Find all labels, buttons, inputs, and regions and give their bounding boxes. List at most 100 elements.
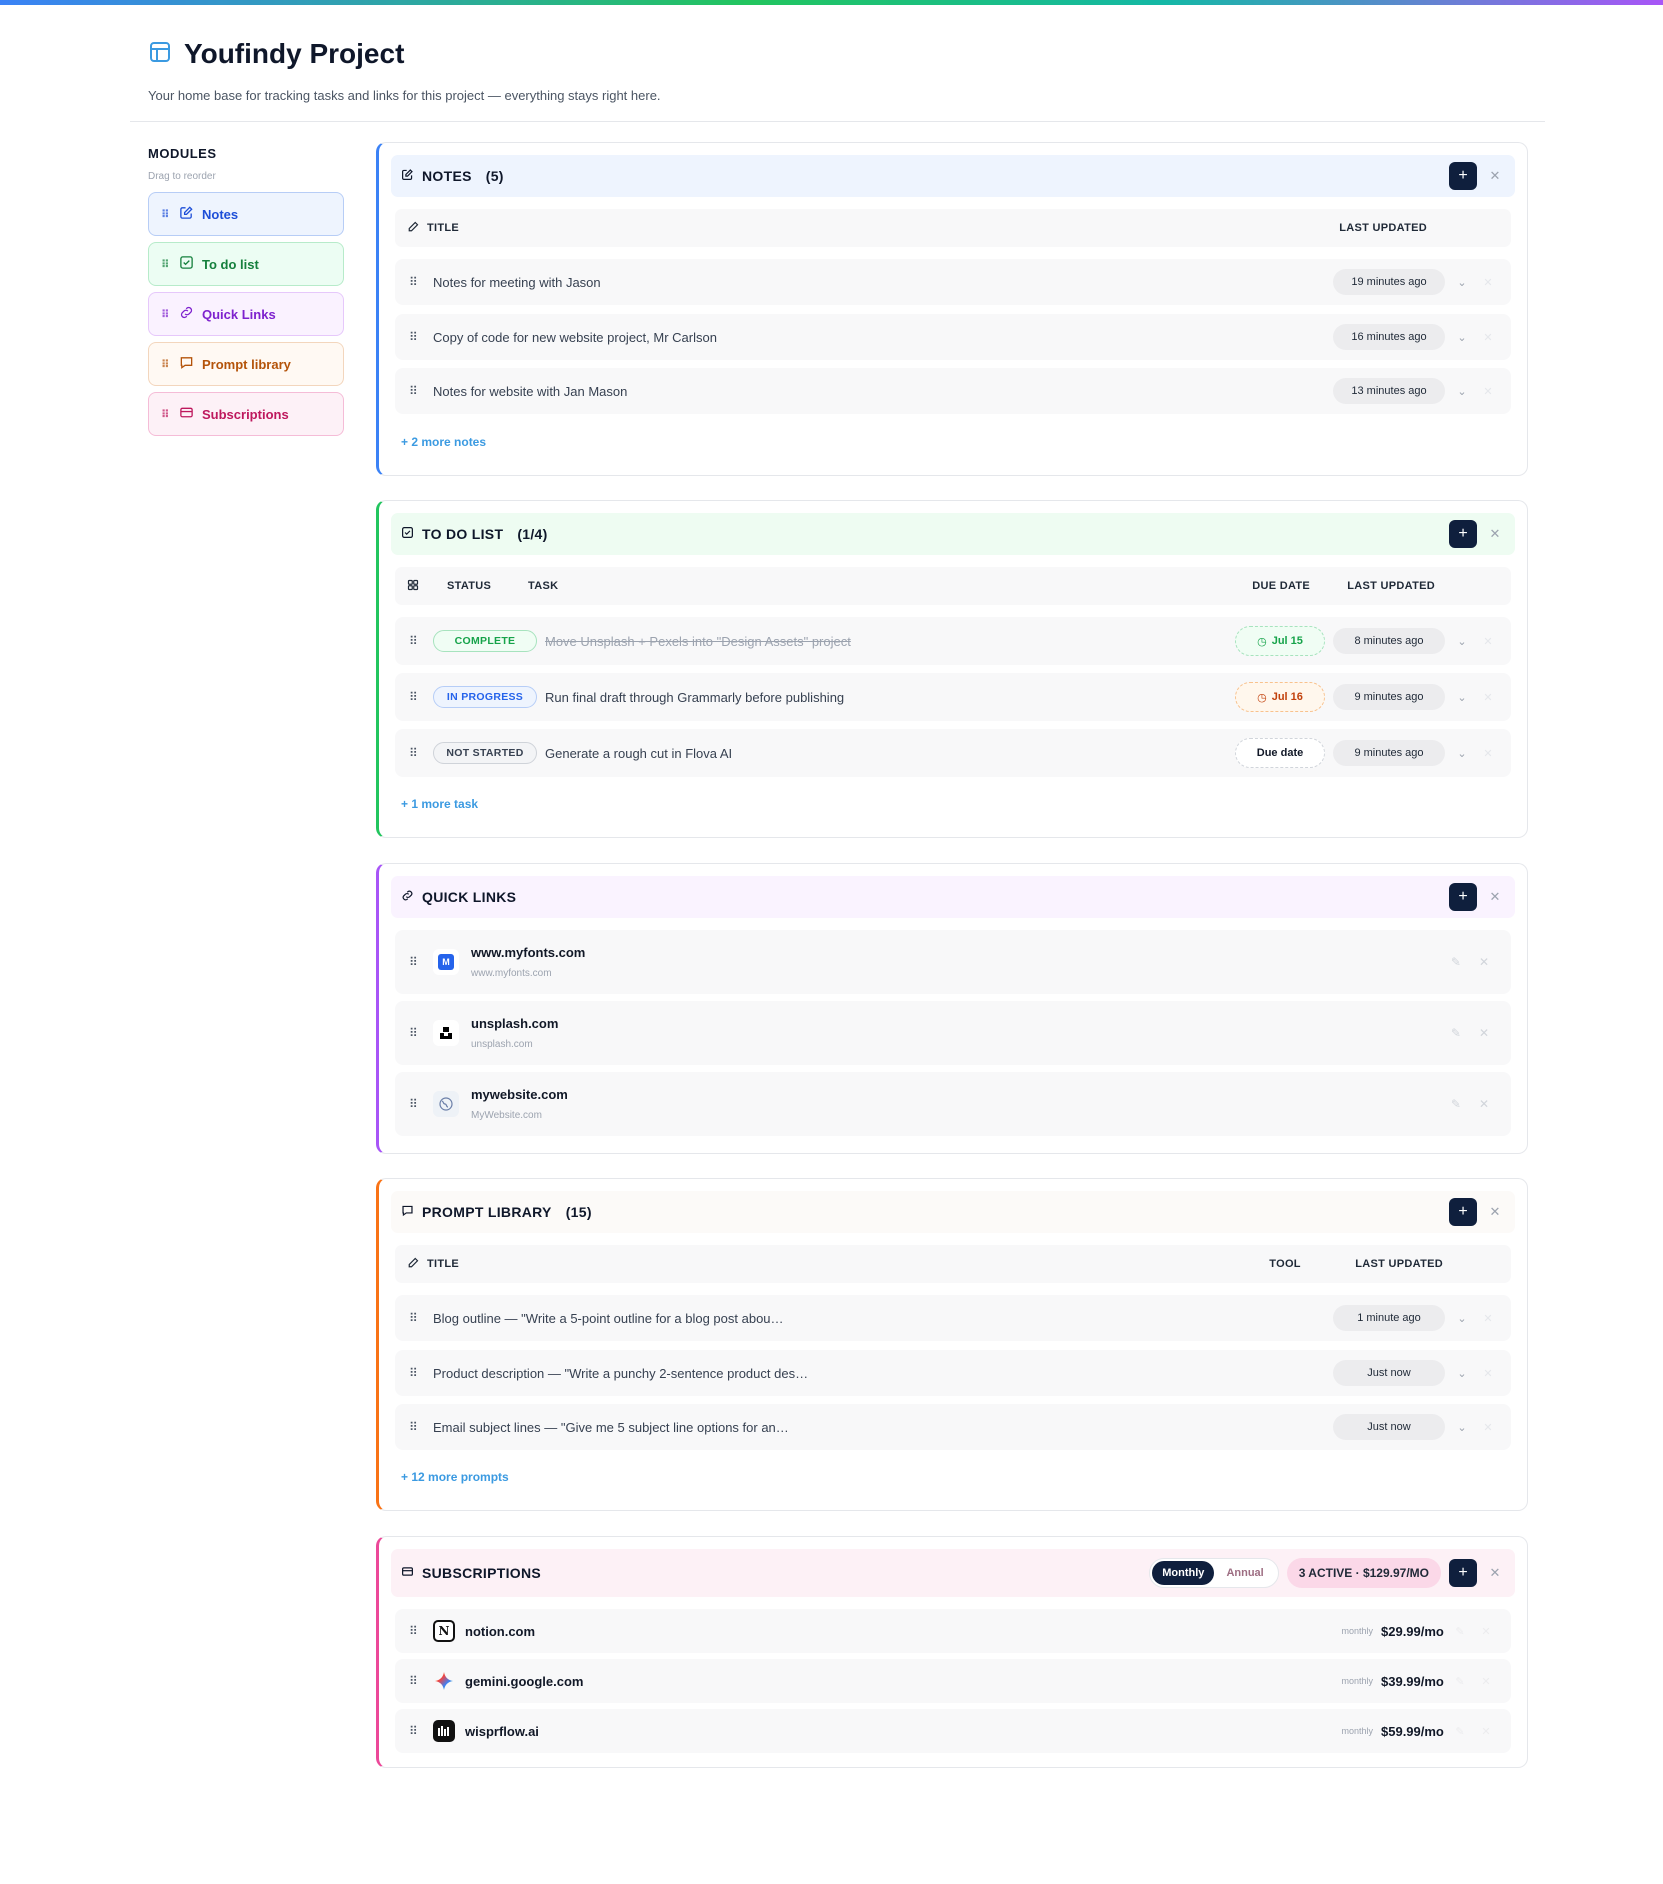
list-item[interactable]: ⠿ N notion.com monthly $29.99/mo ✎ ✕ bbox=[395, 1609, 1511, 1653]
drag-handle-icon[interactable]: ⠿ bbox=[161, 358, 170, 371]
drag-handle-icon[interactable]: ⠿ bbox=[409, 690, 418, 704]
drag-handle-icon[interactable]: ⠿ bbox=[409, 955, 418, 969]
list-item[interactable]: ⠿ unsplash.com unsplash.com ✎ ✕ bbox=[395, 1001, 1511, 1065]
drag-handle-icon[interactable]: ⠿ bbox=[161, 408, 170, 421]
close-subscriptions-button[interactable]: ✕ bbox=[1485, 1563, 1505, 1583]
list-item[interactable]: ⠿ wisprflow.ai monthly $59.99/mo ✎ ✕ bbox=[395, 1709, 1511, 1753]
close-icon[interactable]: ✕ bbox=[1483, 635, 1493, 648]
chevron-down-icon[interactable]: ⌄ bbox=[1457, 1421, 1467, 1434]
drag-handle-icon[interactable]: ⠿ bbox=[161, 308, 170, 321]
table-row[interactable]: ⠿ Notes for website with Jan Mason 13 mi… bbox=[395, 368, 1511, 414]
table-row[interactable]: ⠿ Product description — "Write a punchy … bbox=[395, 1350, 1511, 1396]
drag-handle-icon[interactable]: ⠿ bbox=[409, 1624, 418, 1638]
drag-handle-icon[interactable]: ⠿ bbox=[409, 384, 418, 398]
link-name[interactable]: mywebsite.com bbox=[471, 1087, 568, 1102]
status-badge[interactable]: IN PROGRESS bbox=[433, 686, 537, 708]
list-item[interactable]: ⠿ gemini.google.com monthly $39.99/mo ✎ … bbox=[395, 1659, 1511, 1703]
link-name[interactable]: unsplash.com bbox=[471, 1016, 559, 1031]
status-badge[interactable]: COMPLETE bbox=[433, 630, 537, 652]
close-icon[interactable]: ✕ bbox=[1483, 331, 1493, 344]
sidebar-item-prompt-library[interactable]: ⠿ Prompt library bbox=[148, 342, 344, 386]
table-row[interactable]: ⠿ Email subject lines — "Give me 5 subje… bbox=[395, 1404, 1511, 1450]
sidebar-item-subscriptions[interactable]: ⠿ Subscriptions bbox=[148, 392, 344, 436]
close-icon[interactable]: ✕ bbox=[1483, 1367, 1493, 1380]
drag-handle-icon[interactable]: ⠿ bbox=[409, 1674, 418, 1688]
close-icon[interactable]: ✕ bbox=[1478, 1097, 1489, 1111]
table-row[interactable]: ⠿ Copy of code for new website project, … bbox=[395, 314, 1511, 360]
drag-handle-icon[interactable]: ⠿ bbox=[409, 1420, 418, 1434]
sidebar-item-label: To do list bbox=[202, 256, 259, 272]
add-task-button[interactable]: + bbox=[1449, 520, 1477, 548]
close-icon[interactable]: ✕ bbox=[1478, 955, 1489, 969]
edit-icon[interactable]: ✎ bbox=[1450, 955, 1461, 969]
table-row[interactable]: ⠿ IN PROGRESS Run final draft through Gr… bbox=[395, 673, 1511, 721]
edit-icon[interactable]: ✎ bbox=[1450, 1097, 1461, 1111]
billing-cycle-toggle[interactable]: Monthly Annual bbox=[1149, 1558, 1279, 1588]
close-icon[interactable]: ✕ bbox=[1481, 1725, 1491, 1738]
chevron-down-icon[interactable]: ⌄ bbox=[1457, 331, 1467, 344]
close-links-button[interactable]: ✕ bbox=[1485, 887, 1505, 907]
sidebar-item-label: Subscriptions bbox=[202, 406, 289, 422]
monthly-toggle-option[interactable]: Monthly bbox=[1152, 1561, 1215, 1585]
edit-icon[interactable]: ✎ bbox=[1455, 1675, 1465, 1688]
close-icon[interactable]: ✕ bbox=[1483, 1421, 1493, 1434]
list-item[interactable]: ⠿ M www.myfonts.com www.myfonts.com ✎ ✕ bbox=[395, 930, 1511, 994]
add-subscription-button[interactable]: + bbox=[1449, 1559, 1477, 1587]
close-icon[interactable]: ✕ bbox=[1483, 1312, 1493, 1325]
chevron-down-icon[interactable]: ⌄ bbox=[1457, 1312, 1467, 1325]
drag-handle-icon[interactable]: ⠿ bbox=[161, 258, 170, 271]
status-badge[interactable]: NOT STARTED bbox=[433, 742, 537, 764]
edit-icon[interactable]: ✎ bbox=[1455, 1625, 1465, 1638]
close-icon[interactable]: ✕ bbox=[1483, 385, 1493, 398]
list-item[interactable]: ⠿ mywebsite.com MyWebsite.com ✎ ✕ bbox=[395, 1072, 1511, 1136]
annual-toggle-option[interactable]: Annual bbox=[1226, 1567, 1264, 1579]
add-prompt-button[interactable]: + bbox=[1449, 1198, 1477, 1226]
drag-handle-icon[interactable]: ⠿ bbox=[409, 275, 418, 289]
due-date-badge[interactable]: ◷ Jul 15 bbox=[1235, 626, 1325, 656]
chevron-down-icon[interactable]: ⌄ bbox=[1457, 385, 1467, 398]
due-date-badge[interactable]: Due date bbox=[1235, 738, 1325, 768]
plus-icon: + bbox=[1458, 1564, 1468, 1581]
close-prompts-button[interactable]: ✕ bbox=[1485, 1202, 1505, 1222]
table-row[interactable]: ⠿ NOT STARTED Generate a rough cut in Fl… bbox=[395, 729, 1511, 777]
drag-handle-icon[interactable]: ⠿ bbox=[409, 1097, 418, 1111]
close-icon[interactable]: ✕ bbox=[1483, 276, 1493, 289]
close-icon[interactable]: ✕ bbox=[1483, 691, 1493, 704]
edit-icon[interactable]: ✎ bbox=[1455, 1725, 1465, 1738]
table-row[interactable]: ⠿ Notes for meeting with Jason 19 minute… bbox=[395, 259, 1511, 305]
sidebar-item-todo[interactable]: ⠿ To do list bbox=[148, 242, 344, 286]
more-prompts-link[interactable]: + 12 more prompts bbox=[401, 1470, 509, 1484]
more-tasks-link[interactable]: + 1 more task bbox=[401, 797, 479, 811]
drag-handle-icon[interactable]: ⠿ bbox=[409, 1724, 418, 1738]
drag-handle-icon[interactable]: ⠿ bbox=[161, 208, 170, 221]
drag-handle-icon[interactable]: ⠿ bbox=[409, 330, 418, 344]
due-date-badge[interactable]: ◷ Jul 16 bbox=[1235, 682, 1325, 712]
chevron-down-icon[interactable]: ⌄ bbox=[1457, 635, 1467, 648]
last-updated-badge: 16 minutes ago bbox=[1333, 324, 1445, 350]
sidebar-item-quick-links[interactable]: ⠿ Quick Links bbox=[148, 292, 344, 336]
add-note-button[interactable]: + bbox=[1449, 162, 1477, 190]
chevron-down-icon[interactable]: ⌄ bbox=[1457, 747, 1467, 760]
drag-handle-icon[interactable]: ⠿ bbox=[409, 1366, 418, 1380]
edit-icon[interactable]: ✎ bbox=[1450, 1026, 1461, 1040]
chevron-down-icon[interactable]: ⌄ bbox=[1457, 1367, 1467, 1380]
drag-handle-icon[interactable]: ⠿ bbox=[409, 1311, 418, 1325]
table-row[interactable]: ⠿ COMPLETE Move Unsplash + Pexels into "… bbox=[395, 617, 1511, 665]
close-icon: ✕ bbox=[1489, 168, 1501, 183]
chevron-down-icon[interactable]: ⌄ bbox=[1457, 691, 1467, 704]
drag-handle-icon[interactable]: ⠿ bbox=[409, 1026, 418, 1040]
close-todo-button[interactable]: ✕ bbox=[1485, 524, 1505, 544]
close-icon[interactable]: ✕ bbox=[1481, 1625, 1491, 1638]
sidebar-item-notes[interactable]: ⠿ Notes bbox=[148, 192, 344, 236]
close-icon[interactable]: ✕ bbox=[1478, 1026, 1489, 1040]
drag-handle-icon[interactable]: ⠿ bbox=[409, 746, 418, 760]
close-notes-button[interactable]: ✕ bbox=[1485, 166, 1505, 186]
chevron-down-icon[interactable]: ⌄ bbox=[1457, 276, 1467, 289]
close-icon[interactable]: ✕ bbox=[1483, 747, 1493, 760]
drag-handle-icon[interactable]: ⠿ bbox=[409, 634, 418, 648]
more-notes-link[interactable]: + 2 more notes bbox=[401, 435, 487, 449]
add-link-button[interactable]: + bbox=[1449, 883, 1477, 911]
close-icon[interactable]: ✕ bbox=[1481, 1675, 1491, 1688]
link-name[interactable]: www.myfonts.com bbox=[471, 945, 586, 960]
table-row[interactable]: ⠿ Blog outline — "Write a 5-point outlin… bbox=[395, 1295, 1511, 1341]
